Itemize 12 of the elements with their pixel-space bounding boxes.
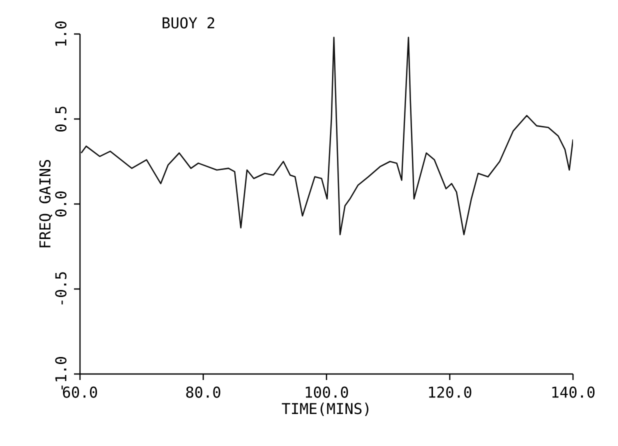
x-tick-label: 140.0 bbox=[552, 386, 595, 398]
x-tick-label: 100.0 bbox=[306, 386, 348, 398]
x-tick-label: 80.0 bbox=[186, 386, 220, 398]
x-axis-title: TIME(MINS) bbox=[282, 402, 368, 416]
y-tick-label: 0.5 bbox=[55, 106, 66, 132]
y-tick-label: 1.0 bbox=[55, 21, 66, 46]
chart-title: BUOY 2 bbox=[162, 17, 214, 29]
y-axis-title: FREQ GAINS bbox=[39, 160, 52, 248]
line-series bbox=[80, 36, 574, 236]
x-tick-label: 120.0 bbox=[429, 386, 472, 398]
y-tick-label: 0.0 bbox=[55, 191, 66, 217]
y-tick-label: -0.5 bbox=[55, 272, 66, 304]
